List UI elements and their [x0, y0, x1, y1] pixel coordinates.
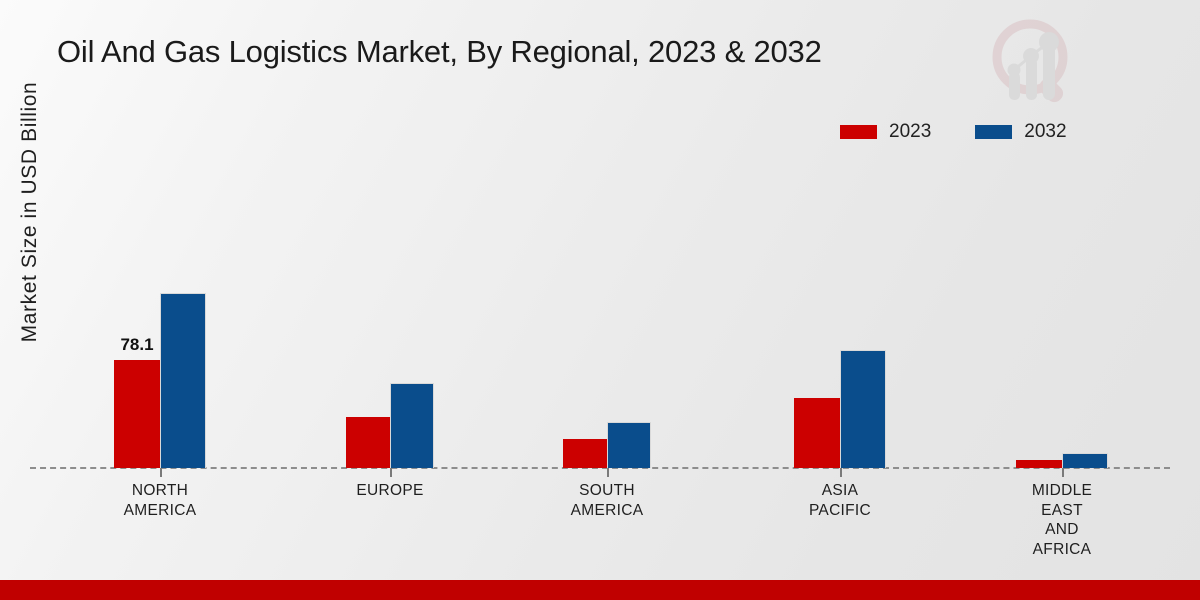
bar-group: 78.1: [114, 138, 206, 468]
bar-value-label: 78.1: [120, 335, 154, 354]
x-axis-tick: [840, 468, 842, 477]
x-axis-label-line: PACIFIC: [808, 501, 872, 519]
x-axis-tick: [607, 468, 609, 477]
x-axis-label-line: EUROPE: [356, 482, 424, 499]
x-axis-label-line: AMERICA: [570, 501, 644, 519]
x-axis-label-line: ASIA: [821, 482, 859, 499]
chart-legend: 2023 2032: [840, 122, 1067, 141]
bar-2023-asia-pacific[interactable]: [794, 398, 840, 468]
bar-2032-europe[interactable]: [390, 383, 434, 468]
bar-group: [1016, 138, 1108, 468]
chart-title: Oil And Gas Logistics Market, By Regiona…: [57, 34, 822, 69]
bar-group: [794, 138, 886, 468]
x-axis-tick: [390, 468, 392, 477]
legend-swatch-2023: [840, 124, 877, 139]
x-axis-label-line: EAST: [1041, 501, 1083, 519]
x-axis-baseline: [30, 467, 1170, 469]
legend-label-2032: 2032: [1024, 121, 1067, 142]
plot-area: 78.1 NORTH AMERICA EUROPE SOUTH AMERICA ASIA PA…: [30, 138, 1170, 559]
x-axis-label-line: AMERICA: [123, 501, 197, 519]
bottom-accent-bar: [0, 580, 1200, 600]
x-axis-tick: [1062, 468, 1064, 477]
bar-2032-south-america[interactable]: [607, 422, 651, 468]
bar-2023-europe[interactable]: [346, 417, 390, 468]
legend-item-2032[interactable]: 2032: [975, 121, 1067, 142]
x-axis-label-south-america: SOUTH AMERICA: [532, 481, 682, 520]
legend-label-2023: 2023: [889, 121, 932, 142]
x-axis-label-line: SOUTH: [579, 482, 635, 499]
legend-swatch-2032: [975, 124, 1013, 139]
bar-2032-middle-east-and-africa[interactable]: [1062, 453, 1108, 468]
x-axis-label-north-america: NORTH AMERICA: [85, 481, 235, 520]
bar-2023-south-america[interactable]: [563, 439, 607, 468]
bar-2023-middle-east-and-africa[interactable]: [1016, 460, 1062, 468]
bar-2032-north-america[interactable]: [160, 293, 206, 468]
x-axis-label-line: AFRICA: [1032, 540, 1092, 558]
x-axis-label-line: NORTH: [131, 482, 189, 499]
x-axis-label-line: MIDDLE: [1031, 482, 1093, 499]
x-axis-label-line: AND: [1045, 521, 1079, 538]
bar-group: [563, 138, 651, 468]
bar-group: [346, 138, 434, 468]
x-axis-label-europe: EUROPE: [315, 481, 465, 501]
bar-2032-asia-pacific[interactable]: [840, 350, 886, 468]
x-axis-tick: [160, 468, 162, 477]
legend-item-2023[interactable]: 2023: [840, 122, 931, 141]
bar-2023-north-america[interactable]: 78.1: [114, 335, 160, 468]
x-axis-label-middle-east-and-africa: MIDDLE EAST AND AFRICA: [987, 481, 1137, 559]
x-axis-label-asia-pacific: ASIA PACIFIC: [765, 481, 915, 520]
